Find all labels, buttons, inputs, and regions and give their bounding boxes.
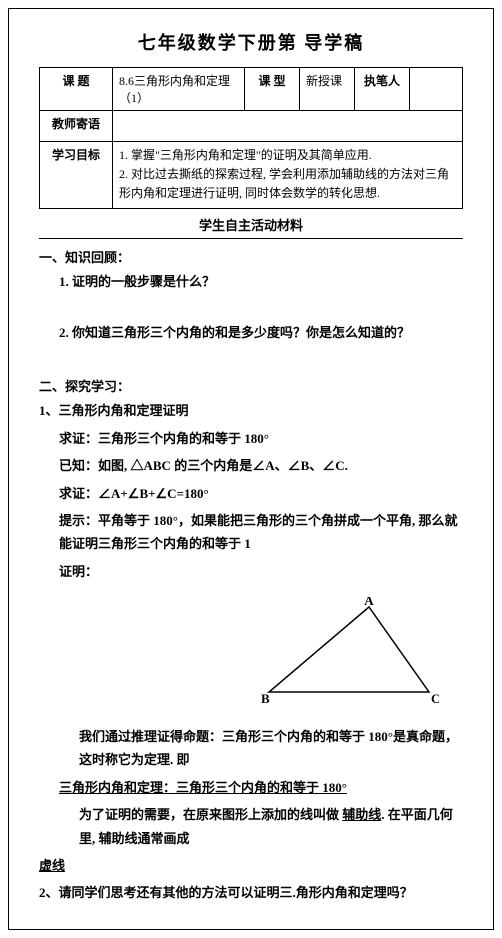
q-1-1: 1. 证明的一般步骤是什么？ <box>39 270 463 293</box>
s2-p5: 证明： <box>39 560 463 583</box>
aux-underline: 辅助线 <box>342 807 381 822</box>
message-value <box>113 111 463 142</box>
s2-p8d: 虚线 <box>39 854 463 877</box>
s2-p4: 提示：平角等于 180°，如果能把三角形的三个角拼成一个平角, 那么就能证明三角… <box>39 509 463 556</box>
s2-p3: 求证：∠A+∠B+∠C=180° <box>39 482 463 505</box>
q-1-2: 2. 你知道三角形三个内角的和是多少度吗？你是怎么知道的？ <box>39 321 463 344</box>
s2-p2: 已知：如图, △ABC 的三个内角是∠A、∠B、∠C. <box>39 454 463 477</box>
s2-q2: 2、请同学们思考还有其他的方法可以证明三.角形内角和定理吗？ <box>39 881 463 904</box>
message-label: 教师寄语 <box>40 111 113 142</box>
section-1-heading: 一、知识回顾： <box>39 247 463 266</box>
author-label: 执笔人 <box>355 68 410 111</box>
page-title: 七年级数学下册第 导学稿 <box>39 29 463 55</box>
topic-label: 课 题 <box>40 68 113 111</box>
triangle-diagram: A B C <box>259 597 439 707</box>
header-table: 课 题 8.6三角形内角和定理（1） 课 型 新授课 执笔人 教师寄语 学习目标… <box>39 67 463 209</box>
worksheet-page: 七年级数学下册第 导学稿 课 题 8.6三角形内角和定理（1） 课 型 新授课 … <box>8 8 494 930</box>
s2-t1: 1、三角形内角和定理证明 <box>39 399 463 422</box>
s2-p6: 我们通过推理证得命题：三角形三个内角的和等于 180°是真命题，这时称它为定理.… <box>39 725 463 772</box>
type-label: 课 型 <box>245 68 300 111</box>
s2-p8: 为了证明的需要，在原来图形上添加的线叫做 辅助线. 在平面几何里, 辅助线通常画… <box>39 803 463 850</box>
s2-p1: 求证：三角形三个内角的和等于 180° <box>39 427 463 450</box>
goals-label: 学习目标 <box>40 142 113 209</box>
type-value: 新授课 <box>300 68 355 111</box>
s2-p7: 三角形内角和定理：三角形三个内角的和等于 180° <box>39 776 463 799</box>
vertex-b: B <box>261 691 270 706</box>
author-value <box>410 68 463 111</box>
aux-text-1: 为了证明的需要，在原来图形上添加的线叫做 <box>79 807 342 822</box>
vertex-a: A <box>364 597 374 608</box>
goals-value: 1. 掌握"三角形内角和定理"的证明及其简单应用. 2. 对比过去撕纸的探索过程… <box>113 142 463 209</box>
content-body: 一、知识回顾： 1. 证明的一般步骤是什么？ 2. 你知道三角形三个内角的和是多… <box>39 247 463 905</box>
topic-value: 8.6三角形内角和定理（1） <box>113 68 245 111</box>
section-2-heading: 二、探究学习： <box>39 376 463 395</box>
subtitle: 学生自主活动材料 <box>39 211 463 239</box>
vertex-c: C <box>431 691 439 706</box>
